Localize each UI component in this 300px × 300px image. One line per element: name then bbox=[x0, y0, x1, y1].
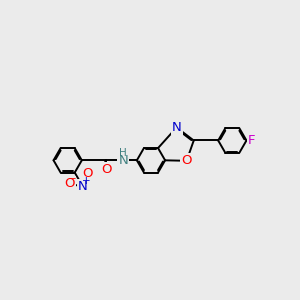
Text: O: O bbox=[182, 154, 192, 167]
Text: O: O bbox=[101, 163, 112, 176]
Text: +: + bbox=[82, 176, 90, 186]
Text: N: N bbox=[78, 180, 88, 193]
Text: H: H bbox=[119, 148, 127, 158]
Text: N: N bbox=[118, 154, 128, 167]
Text: −: − bbox=[68, 174, 77, 184]
Text: O: O bbox=[64, 178, 75, 190]
Text: F: F bbox=[248, 134, 256, 147]
Text: O: O bbox=[82, 167, 92, 180]
Text: N: N bbox=[172, 121, 182, 134]
